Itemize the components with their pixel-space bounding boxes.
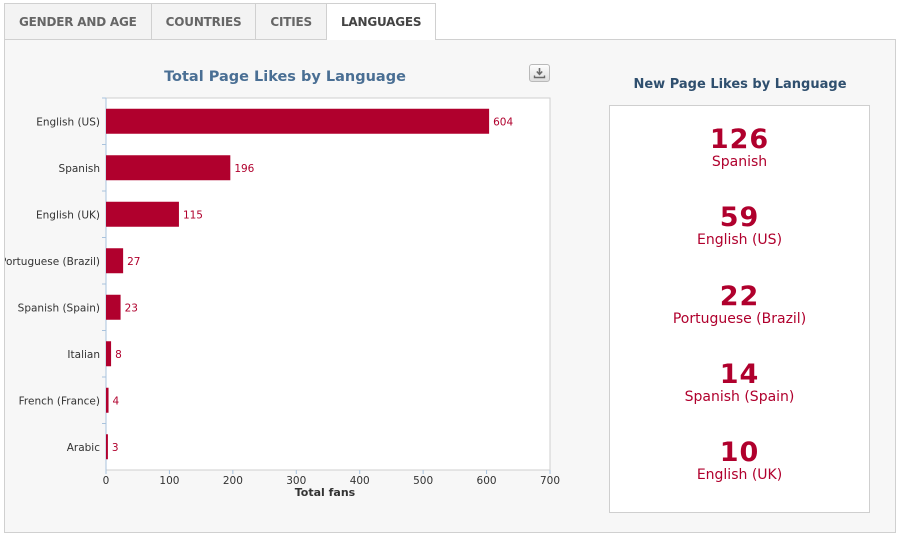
y-tick-label: Italian: [67, 349, 100, 361]
bar: [106, 155, 231, 181]
bar-chart: English (US) 604 Spanish 196 English (UK) 115…: [5, 97, 560, 499]
data-label: 4: [113, 395, 120, 407]
x-tick-label: 300: [286, 475, 306, 487]
tab-countries[interactable]: COUNTRIES: [150, 3, 257, 39]
download-button[interactable]: [529, 64, 550, 82]
data-label: 8: [115, 349, 122, 361]
bar: [106, 341, 112, 367]
y-tick-label: Portuguese (Brazil): [5, 256, 100, 268]
data-label: 27: [127, 256, 140, 268]
x-tick-label: 400: [350, 475, 370, 487]
stat-value: 59: [719, 202, 760, 233]
x-tick-label: 0: [103, 475, 110, 487]
bar: [106, 108, 490, 134]
bar: [106, 201, 179, 227]
y-tick-label: French (France): [19, 395, 100, 407]
y-tick-label: Spanish: [59, 163, 100, 175]
x-axis-label: Total fans: [295, 486, 356, 499]
stat-label: Portuguese (Brazil): [672, 311, 807, 327]
bar: [106, 248, 124, 274]
tab-bar: GENDER AND AGE COUNTRIES CITIES LANGUAGE…: [4, 3, 437, 40]
stat-value: 22: [719, 281, 760, 312]
tab-gender-and-age[interactable]: GENDER AND AGE: [4, 3, 152, 39]
x-tick-label: 100: [159, 475, 179, 487]
stat-label: Spanish: [711, 154, 768, 170]
download-icon: [533, 68, 546, 79]
y-tick-label: English (US): [36, 116, 100, 128]
stat-label: Spanish (Spain): [684, 389, 795, 405]
languages-panel: Total Page Likes by Language English (US…: [4, 39, 896, 533]
x-tick-label: 500: [413, 475, 433, 487]
list-item: 126 Spanish: [610, 126, 869, 171]
y-tick-label: English (UK): [36, 209, 100, 221]
new-likes-list: 126 Spanish 59 English (US) 22 Portugues…: [609, 105, 870, 513]
stat-value: 126: [709, 124, 770, 155]
x-tick-label: 600: [477, 475, 497, 487]
y-tick-label: Spanish (Spain): [18, 302, 100, 314]
data-label: 604: [493, 116, 513, 128]
list-item: 59 English (US): [610, 204, 869, 249]
data-label: 196: [234, 163, 254, 175]
data-label: 3: [112, 442, 119, 454]
tab-languages[interactable]: LANGUAGES: [325, 3, 437, 40]
x-tick-label: 700: [540, 475, 560, 487]
data-label: 23: [125, 302, 138, 314]
list-item: 10 English (UK): [610, 439, 869, 484]
list-item: 22 Portuguese (Brazil): [610, 283, 869, 328]
x-tick-label: 200: [223, 475, 243, 487]
bar: [106, 434, 108, 460]
stat-value: 10: [719, 437, 760, 468]
tab-cities[interactable]: CITIES: [255, 3, 327, 39]
stat-value: 14: [719, 359, 760, 390]
y-tick-label: Arabic: [67, 442, 101, 454]
data-label: 115: [183, 209, 203, 221]
chart-title: Total Page Likes by Language: [164, 69, 406, 85]
bar: [106, 294, 121, 320]
stat-label: English (UK): [696, 467, 783, 483]
list-item: 14 Spanish (Spain): [610, 361, 869, 406]
new-likes-title: New Page Likes by Language: [633, 77, 847, 92]
plot-area: [105, 97, 551, 471]
bar: [106, 387, 109, 413]
stat-label: English (US): [696, 232, 783, 248]
